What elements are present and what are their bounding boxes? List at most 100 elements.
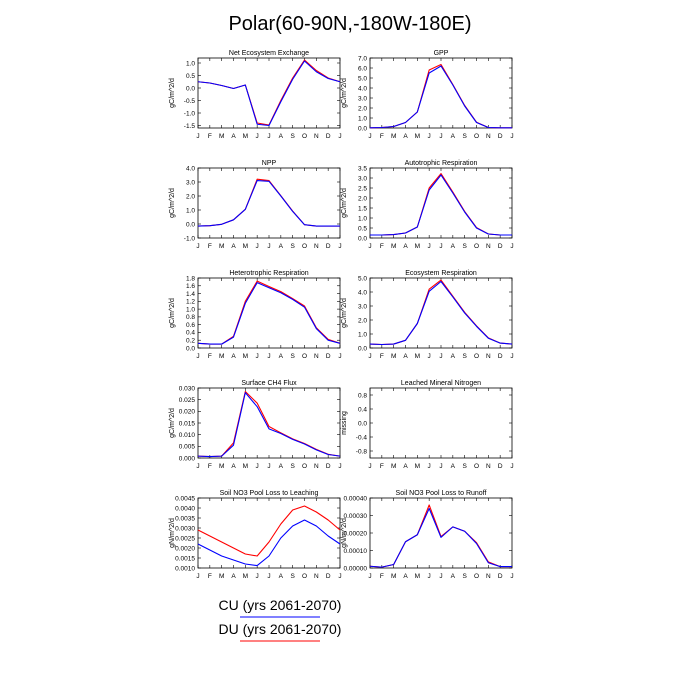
- x-tick-label: O: [302, 243, 307, 250]
- x-tick-label: J: [256, 573, 259, 580]
- y-tick-label: 4.0: [358, 85, 367, 92]
- x-tick-label: M: [415, 243, 420, 250]
- x-tick-label: O: [474, 463, 479, 470]
- x-tick-label: D: [498, 573, 503, 580]
- x-tick-label: D: [498, 463, 503, 470]
- x-tick-label: S: [290, 463, 295, 470]
- y-tick-label: 0.025: [179, 397, 196, 404]
- x-tick-label: S: [462, 573, 467, 580]
- x-tick-label: S: [462, 463, 467, 470]
- x-tick-label: M: [391, 133, 396, 140]
- x-tick-label: A: [451, 243, 456, 250]
- x-tick-label: J: [368, 353, 371, 360]
- y-tick-label: 3.5: [358, 165, 367, 172]
- x-tick-label: O: [302, 573, 307, 580]
- y-tick-label: -0.5: [184, 98, 196, 105]
- chart-panel-1: Net Ecosystem Exchange gC/m^2/d -1.5 -1.0 -0…: [169, 50, 342, 140]
- x-tick-label: J: [439, 353, 442, 360]
- x-tick-label: A: [403, 133, 408, 140]
- x-tick-label: M: [219, 463, 224, 470]
- x-tick-label: N: [314, 133, 319, 140]
- x-tick-label: N: [486, 133, 491, 140]
- y-tick-label: 0.4: [186, 330, 195, 337]
- series-line-cu: [197, 392, 341, 458]
- y-axis-label: gC/m^2/d: [341, 298, 348, 328]
- chart-title: Soil NO3 Pool Loss to Runoff: [396, 490, 487, 497]
- x-tick-label: M: [219, 243, 224, 250]
- chart-panel-5: Heterotrophic RespirationgC/m^2/d0.00.20…: [169, 270, 342, 360]
- x-tick-label: A: [279, 133, 284, 140]
- x-tick-label: S: [290, 353, 295, 360]
- y-tick-label: 0.0040: [175, 505, 195, 512]
- x-tick-label: F: [380, 133, 384, 140]
- x-tick-label: A: [231, 133, 236, 140]
- x-tick-label: M: [391, 353, 396, 360]
- y-axis-label: missing: [341, 411, 348, 435]
- x-tick-label: O: [302, 133, 307, 140]
- x-tick-label: M: [219, 353, 224, 360]
- x-tick-label: N: [486, 573, 491, 580]
- y-tick-label: 0.00040: [344, 495, 368, 502]
- x-tick-label: F: [208, 133, 212, 140]
- y-tick-label: 0.00030: [344, 513, 368, 520]
- x-tick-label: N: [314, 573, 319, 580]
- y-tick-label: -0.8: [356, 448, 368, 455]
- y-tick-label: 2.5: [358, 185, 367, 192]
- x-tick-label: M: [219, 573, 224, 580]
- x-tick-label: N: [314, 353, 319, 360]
- legend: CU (yrs 2061-2070) DU (yrs 2061-2070): [219, 597, 341, 642]
- x-tick-label: F: [380, 573, 384, 580]
- x-tick-label: J: [256, 353, 259, 360]
- x-tick-label: F: [208, 573, 212, 580]
- x-tick-label: J: [428, 133, 431, 140]
- x-tick-label: S: [462, 133, 467, 140]
- x-tick-label: J: [368, 133, 371, 140]
- y-tick-label: 0.0: [186, 221, 195, 228]
- x-tick-label: J: [267, 133, 270, 140]
- y-tick-label: 0.000: [179, 455, 196, 462]
- x-tick-label: J: [439, 573, 442, 580]
- x-tick-label: O: [474, 573, 479, 580]
- x-tick-label: A: [451, 463, 456, 470]
- x-tick-label: A: [279, 243, 284, 250]
- y-axis-label: gC/m^2/d: [169, 78, 176, 108]
- x-tick-label: O: [474, 133, 479, 140]
- x-tick-label: D: [498, 353, 503, 360]
- x-tick-label: J: [338, 133, 341, 140]
- y-tick-label: 0.5: [358, 225, 367, 232]
- x-tick-label: J: [338, 243, 341, 250]
- x-tick-label: O: [474, 243, 479, 250]
- y-tick-label: 0.0035: [175, 515, 195, 522]
- x-tick-label: S: [462, 243, 467, 250]
- y-tick-label: 1.0: [186, 306, 195, 313]
- y-tick-label: 7.0: [358, 55, 367, 62]
- x-tick-label: O: [302, 463, 307, 470]
- x-tick-label: M: [415, 353, 420, 360]
- x-tick-label: N: [314, 243, 319, 250]
- y-tick-label: 0.0: [358, 420, 367, 427]
- x-tick-label: J: [256, 133, 259, 140]
- y-tick-label: 0.4: [358, 406, 367, 413]
- y-tick-label: 5.0: [358, 75, 367, 82]
- x-tick-label: O: [302, 353, 307, 360]
- x-tick-label: A: [451, 353, 456, 360]
- x-tick-label: J: [267, 243, 270, 250]
- x-tick-label: F: [380, 243, 384, 250]
- y-axis-label: gC/m^2/d: [169, 298, 176, 328]
- chart-title: Leached Mineral Nitrogen: [401, 380, 481, 387]
- y-tick-label: 0.0020: [175, 545, 195, 552]
- x-tick-label: J: [428, 573, 431, 580]
- y-tick-label: 0.0015: [175, 555, 195, 562]
- x-tick-label: D: [498, 133, 503, 140]
- y-tick-label: 1.4: [186, 291, 195, 298]
- x-tick-label: M: [415, 573, 420, 580]
- x-tick-label: D: [326, 463, 331, 470]
- y-tick-label: 5.0: [358, 275, 367, 282]
- x-tick-label: J: [338, 463, 341, 470]
- y-tick-label: 1.8: [186, 275, 195, 282]
- x-tick-label: N: [486, 463, 491, 470]
- y-tick-label: 0.8: [358, 392, 367, 399]
- y-tick-label: -1.5: [184, 123, 196, 130]
